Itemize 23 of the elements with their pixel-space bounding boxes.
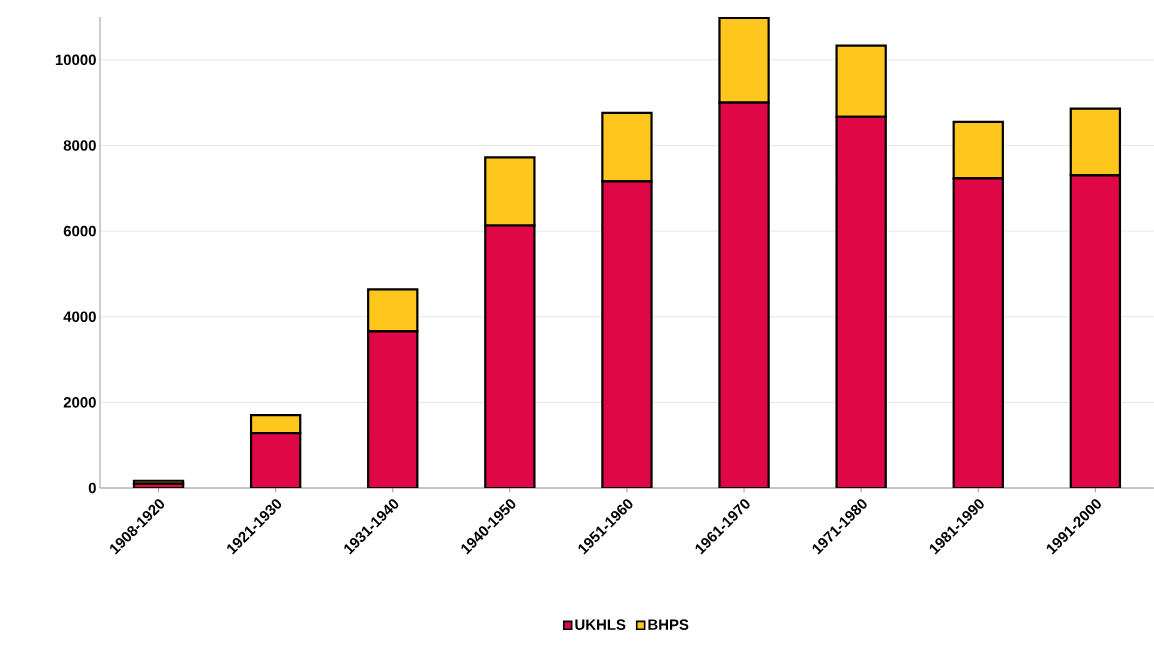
bar [718, 17, 770, 104]
bar [484, 224, 536, 488]
y-tick-label: 6000 [63, 225, 96, 237]
bar [952, 120, 1004, 180]
bar [952, 177, 1004, 488]
bar [1069, 107, 1122, 177]
bar [367, 288, 419, 333]
bar [601, 180, 653, 488]
y-tick-label: 0 [88, 482, 96, 494]
legend-label: BHPS [648, 619, 689, 630]
bar [484, 156, 536, 227]
bar [718, 101, 770, 488]
legend-label: UKHLS [575, 619, 626, 630]
bar [249, 432, 302, 488]
bar [601, 111, 653, 183]
y-tick-label: 4000 [63, 311, 96, 323]
bar [835, 115, 887, 488]
bar [367, 330, 419, 488]
y-tick-label: 2000 [63, 397, 96, 408]
y-tick-label: 10000 [55, 54, 96, 66]
bar [1069, 174, 1122, 488]
y-tick-label: 8000 [63, 140, 96, 151]
bar [835, 44, 887, 118]
